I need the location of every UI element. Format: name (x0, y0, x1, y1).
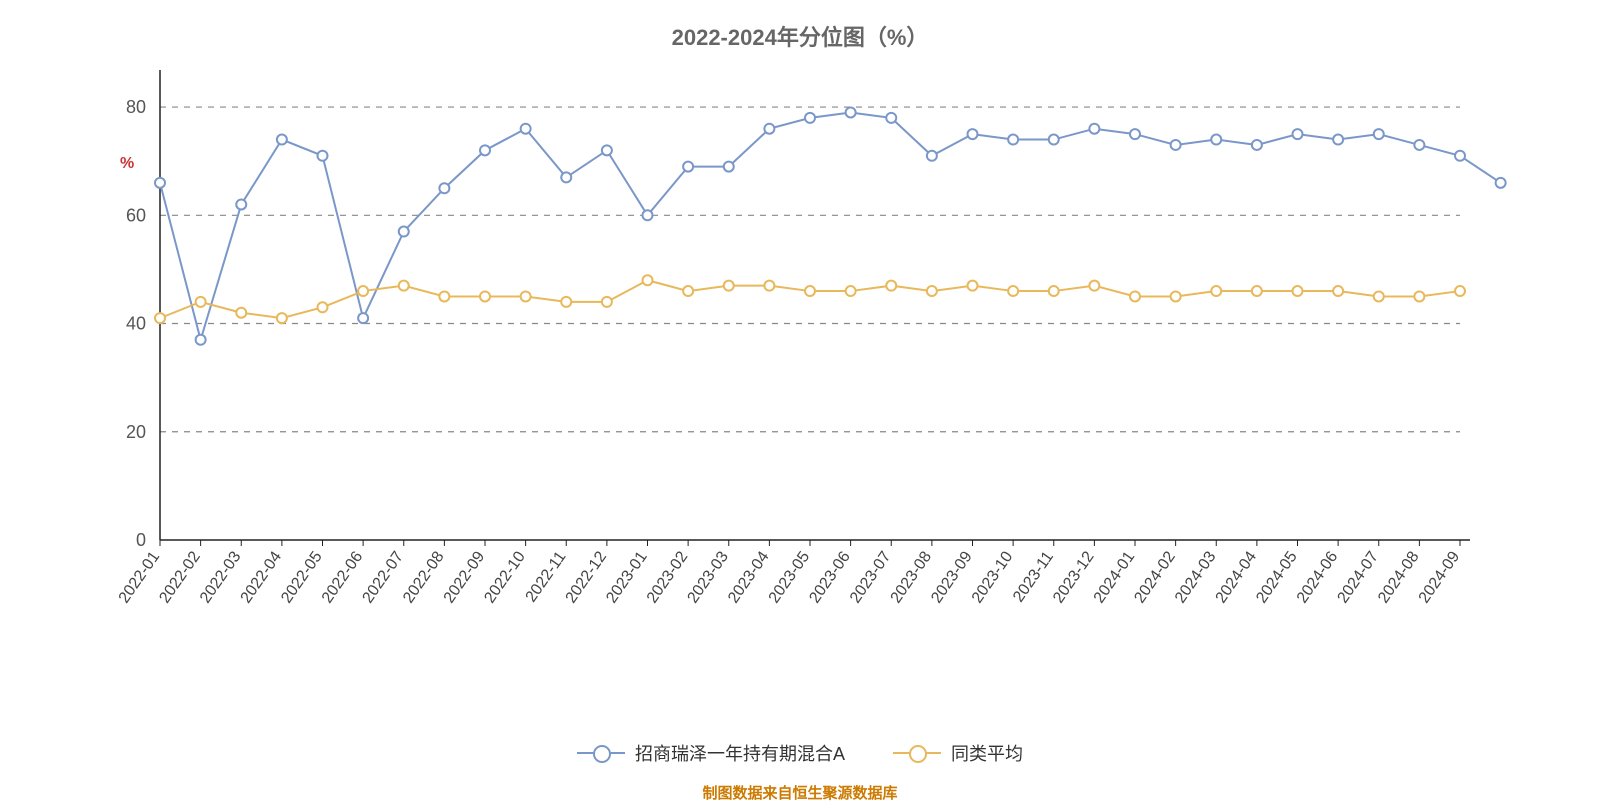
series-marker (764, 281, 774, 291)
series-marker (1008, 135, 1018, 145)
series-marker (1455, 151, 1465, 161)
series-marker (1008, 286, 1018, 296)
series-marker (277, 313, 287, 323)
series-marker (1252, 140, 1262, 150)
series-marker (724, 281, 734, 291)
legend-swatch (893, 745, 941, 761)
series-marker (561, 172, 571, 182)
series-marker (643, 210, 653, 220)
xtick-label: 2023-10 (969, 548, 1017, 606)
series-marker (277, 135, 287, 145)
series-marker (1333, 286, 1343, 296)
series-marker (155, 313, 165, 323)
series-marker (358, 286, 368, 296)
series-line (160, 112, 1501, 339)
series-marker (318, 302, 328, 312)
series-marker (439, 183, 449, 193)
series-marker (1414, 291, 1424, 301)
xtick-label: 2024-09 (1416, 548, 1464, 606)
series-marker (1211, 135, 1221, 145)
legend-label: 招商瑞泽一年持有期混合A (635, 740, 845, 766)
series-marker (318, 151, 328, 161)
series-marker (886, 281, 896, 291)
series-marker (805, 286, 815, 296)
series-marker (683, 286, 693, 296)
series-marker (1293, 286, 1303, 296)
series-marker (561, 297, 571, 307)
series-marker (1414, 140, 1424, 150)
series-marker (805, 113, 815, 123)
series-marker (399, 227, 409, 237)
series-marker (1496, 178, 1506, 188)
legend-marker-icon (593, 745, 611, 763)
series-marker (196, 297, 206, 307)
chart-plot: 0204060802022-012022-022022-032022-04202… (0, 0, 1600, 800)
series-marker (480, 145, 490, 155)
legend-item: 招商瑞泽一年持有期混合A (577, 740, 845, 766)
series-marker (1455, 286, 1465, 296)
series-marker (1252, 286, 1262, 296)
series-marker (724, 162, 734, 172)
series-marker (602, 145, 612, 155)
series-marker (521, 124, 531, 134)
series-marker (927, 286, 937, 296)
series-marker (358, 313, 368, 323)
series-marker (927, 151, 937, 161)
series-marker (1089, 281, 1099, 291)
series-marker (439, 291, 449, 301)
series-marker (236, 199, 246, 209)
ytick-label: 20 (126, 422, 146, 442)
series-marker (764, 124, 774, 134)
series-marker (1049, 286, 1059, 296)
series-marker (1171, 291, 1181, 301)
ytick-label: 60 (126, 205, 146, 225)
series-marker (683, 162, 693, 172)
chart-container: 2022-2024年分位图（%） % 0204060802022-012022-… (0, 0, 1600, 800)
legend-label: 同类平均 (951, 740, 1023, 766)
series-marker (399, 281, 409, 291)
series-marker (1171, 140, 1181, 150)
series-marker (1130, 129, 1140, 139)
series-marker (643, 275, 653, 285)
series-marker (521, 291, 531, 301)
legend-item: 同类平均 (893, 740, 1023, 766)
xtick-label: 2022-10 (481, 548, 529, 606)
series-marker (886, 113, 896, 123)
series-marker (968, 129, 978, 139)
series-marker (480, 291, 490, 301)
legend-swatch (577, 745, 625, 761)
series-marker (846, 107, 856, 117)
ytick-label: 40 (126, 314, 146, 334)
series-marker (1049, 135, 1059, 145)
series-marker (1374, 291, 1384, 301)
series-marker (846, 286, 856, 296)
series-marker (1130, 291, 1140, 301)
series-marker (196, 335, 206, 345)
series-marker (602, 297, 612, 307)
series-marker (1293, 129, 1303, 139)
series-marker (968, 281, 978, 291)
series-marker (1089, 124, 1099, 134)
ytick-label: 80 (126, 97, 146, 117)
series-marker (1211, 286, 1221, 296)
series-marker (1333, 135, 1343, 145)
ytick-label: 0 (136, 530, 146, 550)
chart-legend: 招商瑞泽一年持有期混合A 同类平均 (0, 740, 1600, 766)
legend-marker-icon (909, 745, 927, 763)
series-marker (155, 178, 165, 188)
series-marker (1374, 129, 1384, 139)
series-marker (236, 308, 246, 318)
